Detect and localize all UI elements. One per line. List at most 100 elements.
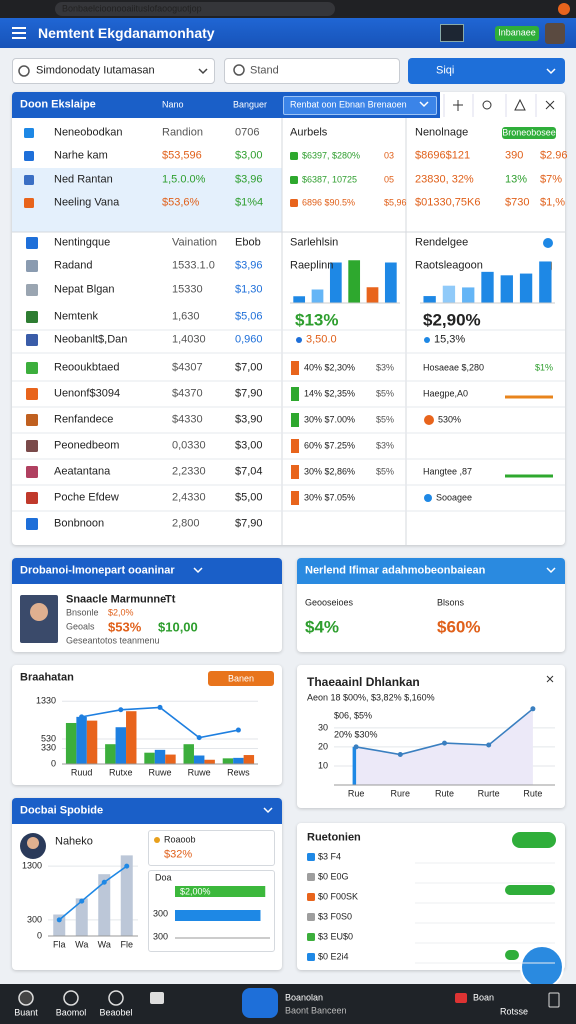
profile-label: Geoals [66,621,95,632]
row-value: $3,96 [235,173,263,186]
list-item: $3 F4 [318,851,342,862]
search-field[interactable] [224,58,400,84]
profile-tag: Tt [165,593,176,606]
stat-value: $60% [437,617,481,637]
nav-label[interactable]: Baomol [55,1007,87,1018]
kpi-value: $32% [164,848,193,861]
card-title: Drobanoi-lmonepart ooaninar [20,564,175,577]
y-tick-label: 530 [40,733,56,744]
avatar[interactable] [545,23,565,44]
header-button[interactable] [495,26,539,41]
row-value: 05 [384,174,395,185]
icon [26,334,38,346]
list-item: $3 EU$0 [318,931,354,942]
hbar-box [148,870,275,952]
row-value: $3% [376,440,395,451]
search-text[interactable]: Stand [250,64,279,77]
annotation: 20% $30% [334,729,378,740]
row-marker [291,491,299,505]
bar [500,275,513,303]
stat-value: $4% [305,617,340,637]
hbar [175,910,261,921]
row-value: 530% [438,414,462,425]
y-tick-label: 1300 [21,860,42,871]
icon [290,176,298,184]
bar [329,262,342,303]
bar [183,744,194,764]
row-name: Peonedbeom [54,439,120,452]
row-marker [291,413,299,427]
list-pill [505,950,519,960]
chevron [546,567,556,574]
line-point [79,714,85,720]
nav-label[interactable]: Boan [473,992,495,1003]
row-name: Narhe kam [54,149,108,162]
bar [233,757,244,764]
icon [24,175,34,185]
y-tick-label: 1330 [35,695,56,706]
url-text: Bonbaelcioonooaiituslofaooguotjop [62,3,202,14]
row-value: 40% $2,30% [304,362,356,373]
nav-icon [18,990,34,1006]
icon [26,414,38,426]
note: 3,50.0 [306,333,337,346]
dot [296,337,302,343]
column-title: Sarlehlsin [290,236,339,249]
filter-select[interactable] [12,58,215,84]
bar [442,285,456,303]
x-tick-label: Rue [347,788,365,799]
nav-center-icon[interactable] [242,988,278,1018]
row-name: Uenonf$3094 [54,387,121,400]
url-field[interactable] [55,2,335,16]
highlight: $13% [295,310,339,330]
row-value: Hosaeae $,280 [423,362,485,373]
row-value: $7,04 [235,465,263,478]
dropdown-text[interactable]: Renbat oon Ebnan Brenaoen [290,99,407,110]
chart-button-label[interactable]: Banen [227,673,255,684]
blue-select[interactable] [408,58,565,84]
row-value: 2,2330 [172,465,206,478]
row-value: 1,630 [172,310,200,323]
card-header [12,798,282,824]
row-value: $3% [376,362,395,373]
table-dropdown[interactable] [283,96,437,115]
row-value: $1% [534,362,553,373]
row-name: Neeling Vana [54,196,120,209]
row-value: $6397, $280% [302,150,361,161]
icon [26,388,38,400]
icon [26,237,38,249]
row-name: Nemtenk [54,310,99,323]
chevron [419,101,429,108]
list-pill[interactable] [512,832,556,848]
nav-label[interactable]: Rotsse [500,1006,529,1017]
x-tick-label: Rews [227,767,250,778]
row-value: $5,96 [384,197,407,208]
row-value: 23830, 32% [415,173,474,186]
note: 15,3% [434,333,466,346]
bar [348,260,361,303]
row-value: Ebob [235,236,261,249]
nav-label[interactable]: Buant [14,1007,38,1018]
row-value: 1,5.0.0% [162,173,206,186]
row-name: Bonbnoon [54,517,105,530]
nav-subtitle[interactable]: Baont Banceen [285,1005,347,1016]
row-value: $3,00 [235,149,263,162]
row-value: 6896 $90.5% [302,197,356,208]
nav-label[interactable]: Beaobel [99,1007,133,1018]
avatar-face [30,603,48,621]
select-text[interactable]: Siqi [436,64,455,77]
nav-title[interactable]: Boanolan [285,992,324,1003]
row-value: 390 [505,149,524,162]
filter-text[interactable]: Simdonodaty Iutamasan [36,64,155,77]
y-tick-label: 300 [26,914,42,925]
row-value: $4370 [172,387,203,400]
row-value: $730 [505,196,530,209]
header-icon[interactable] [440,24,464,42]
list-marker [307,873,315,881]
dot [154,837,160,843]
chart-button[interactable] [208,671,274,686]
header-button-label[interactable]: Inbanaee [498,27,536,38]
row-value: Hangtee ,87 [423,466,473,477]
row-value: 15330 [172,283,203,296]
